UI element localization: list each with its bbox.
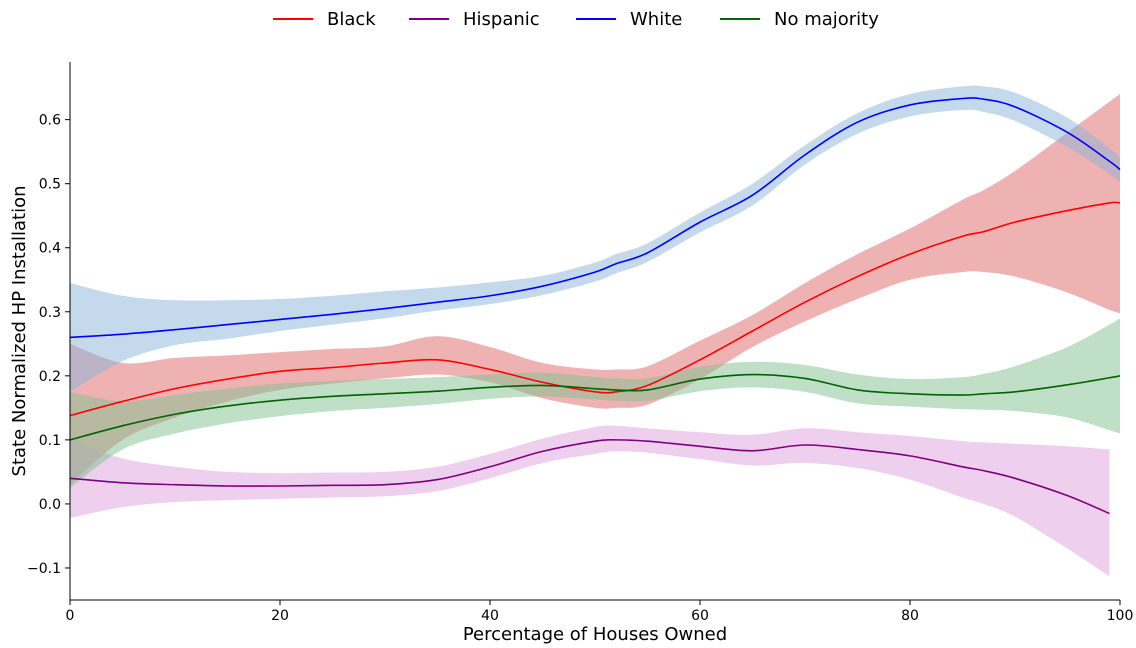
- x-tick-label: 60: [691, 608, 709, 624]
- series-lines: [69, 97, 1121, 515]
- y-axis-label: State Normalized HP Installation: [9, 186, 30, 477]
- x-tick-label: 0: [66, 608, 75, 624]
- x-axis-label: Percentage of Houses Owned: [463, 624, 727, 645]
- y-tick-label: 0.4: [39, 241, 61, 257]
- white-legend-label: White: [630, 9, 682, 30]
- no-majority-legend-label: No majority: [774, 9, 879, 30]
- y-tick-label: 0.2: [39, 369, 61, 385]
- black-legend-label: Black: [327, 9, 376, 30]
- x-tick-label: 80: [901, 608, 919, 624]
- y-tick-label: −0.1: [27, 561, 61, 577]
- hispanic-series-line: [69, 438, 1110, 515]
- x-ticks: 0 20 40 60 80 100: [66, 600, 1134, 624]
- no-majority-confidence-band: [70, 318, 1120, 488]
- y-ticks: −0.1 0.0 0.1 0.2 0.3 0.4 0.5 0.6: [27, 113, 70, 577]
- legend: Black Hispanic White No majority: [273, 9, 879, 30]
- y-tick-label: 0.5: [39, 177, 61, 193]
- x-tick-label: 100: [1107, 608, 1134, 624]
- black-confidence-band: [70, 94, 1120, 485]
- hispanic-legend-label: Hispanic: [463, 9, 540, 30]
- x-tick-label: 40: [481, 608, 499, 624]
- y-tick-label: 0.3: [39, 305, 61, 321]
- y-tick-label: 0.0: [39, 497, 61, 513]
- confidence-bands: [70, 85, 1120, 577]
- hispanic-confidence-band: [70, 425, 1110, 577]
- white-series-line: [69, 97, 1121, 339]
- x-tick-label: 20: [271, 608, 289, 624]
- y-tick-label: 0.1: [39, 433, 61, 449]
- white-confidence-band: [70, 85, 1120, 392]
- axes: [69, 62, 1120, 601]
- y-tick-label: 0.6: [39, 113, 61, 129]
- no-majority-series-line: [69, 373, 1121, 441]
